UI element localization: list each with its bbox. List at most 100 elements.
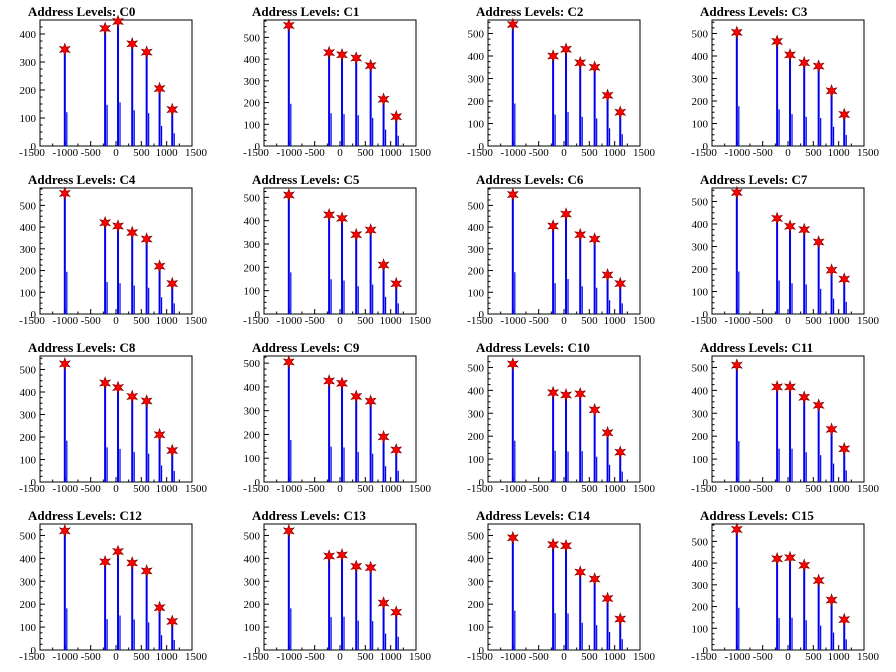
x-tick-label: 1000 xyxy=(604,651,627,663)
peak-marker xyxy=(140,394,153,408)
y-tick-label: 300 xyxy=(468,244,485,256)
peak-marker xyxy=(112,544,125,559)
chart-plot: 0 100 200 300 400 500 -1500 -1000 -500 0 500 1000 15… xyxy=(19,523,208,663)
peak-marker xyxy=(547,49,560,63)
peak-marker xyxy=(282,355,295,369)
peak-marker xyxy=(126,389,139,404)
peak-marker xyxy=(99,21,112,36)
peak-marker xyxy=(574,55,587,70)
y-tick-label: 500 xyxy=(244,192,261,204)
chart-plot: 0 100 200 300 400 500 -1500 -1000 -500 0 500 1000 15… xyxy=(243,18,432,159)
x-tick-label: 500 xyxy=(805,315,822,327)
chart-title: Address Levels: C11 xyxy=(700,340,814,355)
x-tick-label: 0 xyxy=(785,483,791,495)
x-tick-label: 0 xyxy=(337,315,343,327)
peak-marker xyxy=(153,81,166,96)
peak-marker xyxy=(560,207,573,221)
y-tick-label: 200 xyxy=(468,431,485,443)
peak-marker xyxy=(112,380,125,395)
peak-marker xyxy=(99,376,112,390)
y-tick-label: 400 xyxy=(692,558,709,570)
x-tick-label: -1500 xyxy=(691,483,717,495)
plot-frame xyxy=(711,187,865,315)
y-tick-label: 500 xyxy=(468,29,485,41)
chart-plot: 0 100 200 300 400 500 -1500 -1000 -500 0 500 1000 15… xyxy=(691,355,880,495)
peak-marker xyxy=(812,235,825,249)
x-tick-label: 0 xyxy=(337,147,343,159)
chart-title: Address Levels: C0 xyxy=(28,4,136,19)
x-tick-label: -500 xyxy=(529,147,550,159)
peak-marker xyxy=(784,380,797,394)
peak-marker xyxy=(282,188,295,202)
chart-panel: Address Levels: C3 0 100 200 300 400 500 -1500-… xyxy=(672,0,896,168)
peak-marker xyxy=(390,109,403,124)
peak-marker xyxy=(282,18,295,33)
chart-title: Address Levels: C2 xyxy=(476,4,584,19)
x-tick-label: 1000 xyxy=(156,651,179,663)
peak-marker xyxy=(730,522,743,537)
y-tick-label: 300 xyxy=(244,406,261,418)
y-tick-label: 100 xyxy=(468,119,485,131)
peak-marker xyxy=(588,572,601,586)
chart-plot: 0 100 200 300 400 500 -1500 -1000 -500 0 500 1000 15… xyxy=(691,522,880,663)
x-tick-label: 0 xyxy=(561,147,567,159)
y-tick-label: 400 xyxy=(244,216,261,228)
peak-marker xyxy=(730,25,743,40)
x-tick-label: 0 xyxy=(561,483,567,495)
peak-marker xyxy=(506,530,519,545)
chart-plot: 0 100 200 300 400 500 -1500 -1000 -500 0 500 1000 15… xyxy=(467,355,656,495)
peak-marker xyxy=(574,386,587,401)
y-tick-label: 400 xyxy=(468,553,485,565)
x-tick-label: 0 xyxy=(785,315,791,327)
peak-marker xyxy=(364,58,377,73)
x-tick-label: 1000 xyxy=(156,315,179,327)
plot-frame xyxy=(711,19,865,147)
x-tick-label: -1500 xyxy=(243,147,269,159)
y-tick-label: 200 xyxy=(244,429,261,441)
peak-marker xyxy=(601,267,614,282)
y-tick-label: 500 xyxy=(244,358,261,370)
x-tick-label: 1000 xyxy=(604,315,627,327)
y-tick-label: 500 xyxy=(468,362,485,374)
chart-title: Address Levels: C14 xyxy=(476,508,590,523)
chart-plot: 0 100 200 300 400 500 -1500 -1000 -500 0 500 1000 15… xyxy=(19,186,208,327)
y-tick-label: 200 xyxy=(692,602,709,614)
plot-frame xyxy=(487,19,641,147)
peak-marker xyxy=(771,34,784,49)
y-tick-label: 300 xyxy=(244,239,261,251)
plot-frame xyxy=(263,19,417,147)
x-tick-label: 500 xyxy=(357,483,374,495)
peak-marker xyxy=(825,422,838,437)
y-tick-label: 200 xyxy=(244,98,261,110)
x-tick-label: 1500 xyxy=(185,483,208,495)
y-tick-label: 300 xyxy=(692,408,709,420)
y-tick-label: 200 xyxy=(468,599,485,611)
peak-marker xyxy=(730,358,743,373)
peak-marker xyxy=(771,211,784,226)
peak-marker xyxy=(614,612,627,626)
y-tick-label: 300 xyxy=(20,576,37,588)
x-tick-label: -1000 xyxy=(52,651,78,663)
peak-marker xyxy=(812,59,825,74)
x-tick-label: -1500 xyxy=(19,483,45,495)
y-tick-label: 0 xyxy=(703,141,709,153)
x-tick-label: 0 xyxy=(785,651,791,663)
chart-plot: 0 100 200 300 400 500 -1500 -1000 -500 0 500 1000 15… xyxy=(19,355,208,495)
x-tick-label: -1000 xyxy=(276,483,302,495)
peak-marker xyxy=(153,600,166,615)
x-tick-label: 1000 xyxy=(156,147,179,159)
x-tick-label: 500 xyxy=(133,147,150,159)
plot-frame xyxy=(39,523,193,651)
x-tick-label: 500 xyxy=(133,483,150,495)
y-tick-label: 300 xyxy=(692,242,709,254)
peak-marker xyxy=(730,185,743,200)
y-tick-label: 300 xyxy=(20,57,37,69)
y-tick-label: 300 xyxy=(244,576,261,588)
chart-panel: Address Levels: C11 0 100 200 300 400 500 -1500… xyxy=(672,336,896,504)
chart-panel: Address Levels: C13 0 100 200 300 400 500 -1500… xyxy=(224,504,448,672)
chart-plot: 0 100 200 300 400 500 -1500 -1000 -500 0 500 1000 15… xyxy=(243,187,432,327)
peak-marker xyxy=(126,36,139,51)
x-tick-label: -1500 xyxy=(467,651,493,663)
peak-marker xyxy=(784,219,797,234)
y-tick-label: 100 xyxy=(244,622,261,634)
